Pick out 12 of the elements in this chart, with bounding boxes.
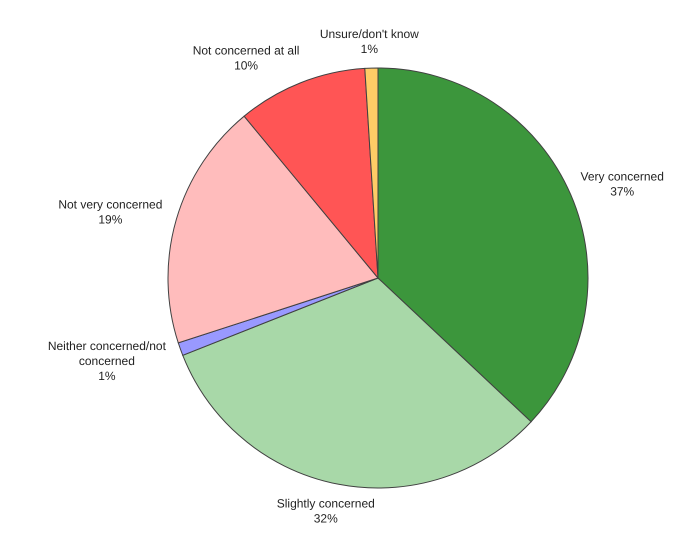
slice-label: Unsure/don't know — [320, 26, 420, 41]
slice-label: Not concerned at all — [192, 43, 300, 58]
slice-label: Slightly concerned — [276, 496, 375, 510]
data-label: 1% — [98, 369, 116, 384]
data-label: 10% — [234, 58, 258, 72]
data-label: 37% — [610, 184, 635, 199]
data-label: 1% — [360, 42, 378, 56]
data-label: 19% — [98, 212, 123, 227]
slice-label: Not very concerned — [58, 198, 162, 212]
slice-label: Neither concerned/not concerned — [48, 339, 167, 368]
slice-label: Very concerned — [580, 170, 664, 184]
data-label: 32% — [314, 512, 338, 526]
